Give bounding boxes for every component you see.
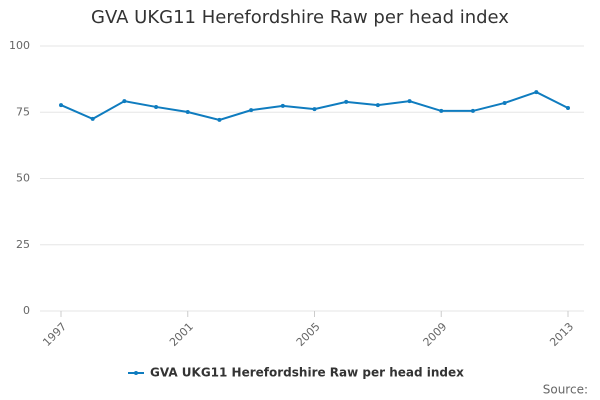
point	[90, 116, 95, 121]
legend-swatch-dot	[134, 371, 138, 375]
y-tick-label: 25	[16, 238, 30, 251]
point	[122, 99, 127, 104]
source: Source:	[543, 383, 588, 397]
point	[470, 108, 475, 113]
y-tick-label: 50	[16, 172, 30, 185]
x-tick-label: 1997	[40, 320, 69, 349]
point	[249, 108, 254, 113]
legend-label: GVA UKG11 Herefordshire Raw per head ind…	[150, 366, 464, 380]
point	[59, 103, 63, 108]
y-tick-label: 75	[16, 105, 30, 118]
point	[375, 103, 380, 108]
point	[217, 117, 222, 122]
point	[502, 100, 507, 105]
x-tick-label: 2005	[294, 320, 323, 349]
y-tick-label: 0	[23, 304, 30, 317]
point	[280, 103, 285, 108]
point	[154, 104, 159, 109]
line	[60, 91, 569, 121]
x-tick-label: 2001	[167, 320, 196, 349]
point	[566, 106, 570, 111]
point	[344, 99, 349, 104]
point	[185, 109, 190, 114]
y-tick-label: 100	[9, 39, 30, 52]
point	[534, 90, 539, 95]
x-tick-label: 2013	[547, 320, 576, 349]
point	[407, 99, 412, 104]
point	[439, 108, 444, 113]
point	[312, 107, 317, 112]
chart-title: GVA UKG11 Herefordshire Raw per head ind…	[91, 7, 509, 28]
x-tick-label: 2009	[421, 320, 450, 349]
